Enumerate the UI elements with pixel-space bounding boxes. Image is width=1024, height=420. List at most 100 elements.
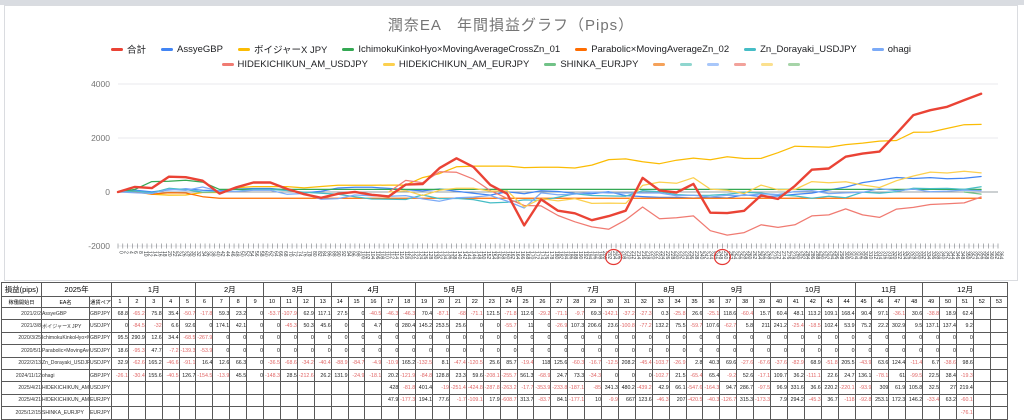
currency-pair-cell[interactable]: USDJPY [89,344,113,358]
pl-value-cell[interactable]: -26.9 [550,319,569,333]
currency-pair-cell[interactable]: EURJPY [89,393,113,408]
pl-value-cell[interactable]: -424.8 [465,381,484,395]
ea-name-cell[interactable]: Parabolic×MovingAverageZn_02 [40,344,91,358]
ea-name-cell[interactable]: AssyeGBP [40,306,91,321]
pl-value-cell[interactable]: -164.3 [702,381,721,395]
legend-swatch-unnamed[interactable] [761,63,774,66]
pl-value-cell[interactable]: 52.6 [736,368,755,383]
pl-value-cell[interactable]: 0 [651,331,670,346]
pl-value-cell[interactable]: 206.6 [584,319,603,333]
pl-value-cell[interactable]: 22.6 [820,368,839,383]
pl-value-cell[interactable]: 0 [533,319,552,333]
pl-value-cell[interactable] [144,393,163,408]
pl-value-cell[interactable]: 137.4 [939,319,957,333]
pl-value-cell[interactable]: -40.4 [313,356,332,370]
pl-value-cell[interactable]: 0 [296,344,315,358]
pl-value-cell[interactable]: 0 [296,331,315,346]
pl-value-cell[interactable]: -82.9 [786,356,805,370]
pl-value-cell[interactable]: 6.7 [922,356,941,370]
pl-value-cell[interactable]: 0 [313,344,332,358]
month-header[interactable]: 9月 [702,282,772,297]
pl-value-cell[interactable]: -25.1 [702,306,721,321]
pl-value-cell[interactable]: 66.1 [668,381,687,395]
pl-value-cell[interactable]: 11 [516,319,535,333]
pl-value-cell[interactable]: 0 [905,344,924,358]
pl-value-cell[interactable]: 0 [753,331,772,346]
pl-value-cell[interactable]: -142.1 [601,306,619,321]
pl-value-cell[interactable]: 0 [415,344,434,358]
pl-value-cell[interactable]: 480.2 [617,381,636,395]
pl-value-cell[interactable]: -420.5 [685,393,704,408]
pl-value-cell[interactable]: 45.6 [313,319,332,333]
pl-value-cell[interactable]: 0 [803,331,822,346]
pl-value-cell[interactable]: 0 [685,344,704,358]
pl-value-cell[interactable]: 0 [499,331,518,346]
pl-value-cell[interactable]: 0 [634,331,653,346]
pl-value-cell[interactable] [702,406,721,420]
pl-value-cell[interactable] [279,393,298,408]
pl-value-cell[interactable]: 0 [939,331,957,346]
pl-value-cell[interactable] [499,406,518,420]
pl-value-cell[interactable]: 118.6 [719,306,738,321]
pl-value-cell[interactable]: -37.6 [770,356,788,370]
pl-value-cell[interactable] [972,344,991,358]
legend-item[interactable]: ボイジャーX JPY [237,42,327,56]
pl-value-cell[interactable] [854,406,873,420]
week-number-header[interactable]: 32 [634,296,653,308]
pl-value-cell[interactable]: 0 [955,331,974,346]
week-number-header[interactable]: 10 [263,296,281,308]
pl-value-cell[interactable] [229,381,248,395]
pl-value-cell[interactable]: 302.9 [888,319,907,333]
pl-value-cell[interactable]: 107.6 [702,319,721,333]
pl-value-cell[interactable]: 47.7 [144,344,163,358]
pl-value-cell[interactable]: 0 [634,368,653,383]
pl-value-cell[interactable]: 194.1 [415,393,434,408]
pl-value-cell[interactable]: 667 [617,393,636,408]
pl-value-cell[interactable]: 50.3 [296,319,315,333]
legend-item[interactable]: HIDEKICHIKUN_AM_USDJPY [221,59,368,70]
pl-value-cell[interactable]: 27.5 [330,306,349,321]
pl-value-cell[interactable] [161,381,180,395]
pl-value-cell[interactable]: -26.9 [668,356,687,370]
pl-value-cell[interactable] [803,406,822,420]
pl-value-cell[interactable]: 109.1 [820,306,839,321]
pl-value-cell[interactable]: 0 [195,319,214,333]
table-corner-label[interactable]: 損益(pips) [1,282,42,297]
pl-value-cell[interactable]: 0 [246,331,265,346]
pl-value-cell[interactable] [279,406,298,420]
pl-value-cell[interactable]: 85.7 [499,356,518,370]
pl-value-cell[interactable]: 313.7 [516,393,535,408]
pl-value-cell[interactable]: -46.3 [651,393,670,408]
pl-value-cell[interactable] [127,393,146,408]
pl-value-cell[interactable]: -85 [584,381,603,395]
pl-value-cell[interactable]: 0 [601,331,619,346]
pl-value-cell[interactable]: -97.5 [753,381,772,395]
pl-value-cell[interactable]: -19.3 [955,368,974,383]
week-number-header[interactable]: 27 [550,296,569,308]
pl-value-cell[interactable]: -16.7 [584,356,603,370]
pl-value-cell[interactable]: 0 [263,331,281,346]
pl-value-cell[interactable]: 0 [465,331,484,346]
pl-value-cell[interactable]: 45.5 [229,368,248,383]
pl-value-cell[interactable]: 75.5 [668,319,687,333]
pl-value-cell[interactable] [296,406,315,420]
pl-value-cell[interactable] [313,393,332,408]
week-number-header[interactable]: 24 [499,296,518,308]
pl-value-cell[interactable] [989,381,1009,395]
pl-value-cell[interactable]: 0 [381,319,400,333]
pl-value-cell[interactable]: -103.7 [651,356,670,370]
pl-value-cell[interactable]: 0 [533,344,552,358]
pl-value-cell[interactable]: 0 [601,368,619,383]
pl-value-cell[interactable]: 0 [482,331,501,346]
pl-value-cell[interactable]: 0 [770,344,788,358]
pl-value-cell[interactable]: 211 [753,319,772,333]
pl-value-cell[interactable]: 136.1 [854,368,873,383]
pl-value-cell[interactable]: 0 [330,344,349,358]
pl-value-cell[interactable]: 0 [736,331,755,346]
week-number-header[interactable]: 16 [364,296,383,308]
pl-value-cell[interactable]: -148.3 [263,368,281,383]
pl-value-cell[interactable]: 401.4 [415,381,434,395]
week-number-header[interactable]: 7 [212,296,231,308]
pl-value-cell[interactable]: -608.7 [499,393,518,408]
ea-name-cell[interactable]: Zn_Dorayaki_USDJPY [40,356,91,370]
